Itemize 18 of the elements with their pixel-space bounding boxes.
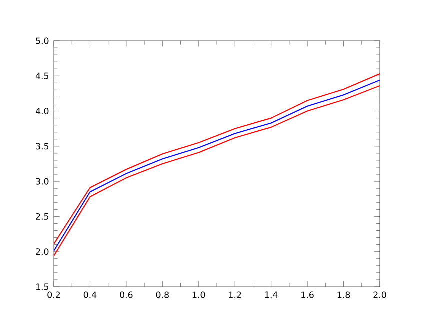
y-tick-label: 2.0	[36, 248, 49, 256]
x-tick-label: 1.6	[302, 292, 314, 298]
x-tick-label: 2.0	[374, 292, 386, 298]
x-tick-label: 1.4	[265, 292, 278, 298]
y-tick-label: 1.5	[36, 284, 49, 290]
y-tick-label: 5.0	[36, 38, 49, 44]
x-tick-label: 0.4	[84, 292, 97, 298]
x-tick-label: 0.8	[156, 292, 169, 298]
y-tick-label: 3.5	[36, 143, 49, 150]
x-tick-label: 1.0	[192, 292, 206, 298]
x-tick-label: 0.6	[120, 292, 133, 298]
y-tick-label: 3.0	[36, 178, 49, 185]
x-tick-label: 0.2	[48, 292, 60, 298]
x-tick-label: 1.8	[338, 292, 350, 298]
y-tick-label: 4.5	[36, 72, 49, 80]
y-tick-label: 2.5	[36, 213, 49, 220]
x-tick-label: 1.2	[229, 292, 242, 298]
y-tick-label: 4.0	[36, 108, 49, 115]
